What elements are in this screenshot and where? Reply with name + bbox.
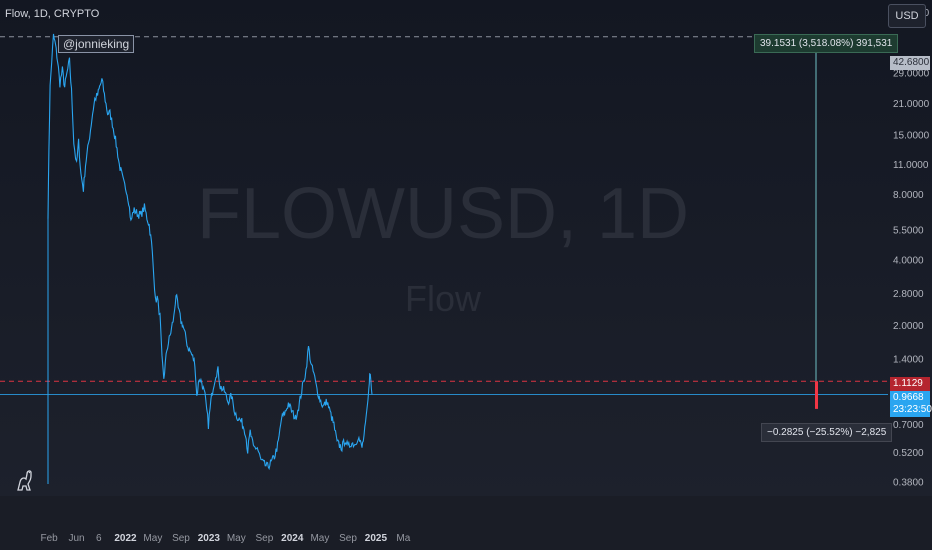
measure-down-box: −0.2825 (−25.52%) −2,825: [761, 423, 893, 442]
y-tick-label: 0.7000: [893, 420, 924, 431]
current-price-value: 0.9668: [893, 392, 924, 403]
x-tick-label: 2025: [365, 533, 388, 544]
x-tick-label: May: [143, 533, 162, 544]
y-tick-label: 1.4000: [893, 355, 924, 366]
bar-countdown: 23:23:50: [893, 404, 932, 415]
y-tick-label: 21.0000: [893, 99, 930, 110]
price-series-line: [47, 33, 373, 471]
author-label: @jonnieking: [58, 35, 135, 53]
currency-button[interactable]: USD: [888, 4, 926, 28]
y-tick-label: 5.5000: [893, 225, 924, 236]
y-tick-label: 2.8000: [893, 289, 924, 300]
x-tick-label: May: [227, 533, 246, 544]
y-tick-label: 8.0000: [893, 190, 924, 201]
x-tick-label: Feb: [41, 533, 59, 544]
entry-price-tag: 1.1129: [890, 377, 930, 391]
x-tick-label: 2023: [198, 533, 221, 544]
time-axis-background: [0, 496, 932, 550]
x-tick-label: 2024: [281, 533, 304, 544]
x-tick-label: Jun: [69, 533, 85, 544]
dinosaur-icon[interactable]: [15, 468, 39, 498]
x-tick-label: Sep: [172, 533, 190, 544]
y-tick-label: 0.3800: [893, 478, 924, 489]
y-tick-label: 0.5200: [893, 448, 924, 459]
watermark-name: Flow: [405, 278, 482, 319]
x-tick-label: Sep: [339, 533, 357, 544]
y-tick-label: 29.0000: [893, 68, 930, 79]
y-tick-label: 4.0000: [893, 255, 924, 266]
y-tick-label: 15.0000: [893, 131, 930, 142]
measure-up-box: 39.1531 (3,518.08%) 391,531: [754, 34, 899, 53]
current-price-tag: 0.9668 23:23:50: [890, 391, 932, 417]
watermark-symbol: FLOWUSD, 1D: [197, 174, 689, 254]
x-tick-label: Ma: [396, 533, 410, 544]
x-tick-label: 6: [96, 533, 102, 544]
measure-down-marker: [815, 381, 818, 409]
y-tick-label: 11.0000: [893, 160, 929, 171]
peak-level-tag: 42.6800: [890, 56, 930, 70]
symbol-info: Flow, 1D, CRYPTO: [5, 8, 100, 20]
x-tick-label: Sep: [255, 533, 273, 544]
y-tick-label: 2.0000: [893, 321, 924, 332]
x-tick-label: May: [310, 533, 329, 544]
x-tick-label: 2022: [114, 533, 137, 544]
